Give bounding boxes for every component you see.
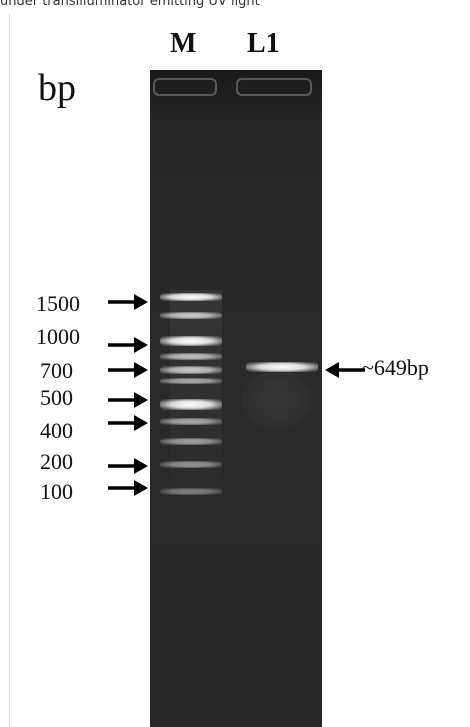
ladder-label-200: 200 [40,451,73,473]
ladder-label-700: 700 [40,360,73,382]
ladder-band [160,336,222,346]
ladder-label-1000: 1000 [36,326,80,348]
ladder-band [160,366,222,374]
ladder-band [160,461,222,468]
ladder-band [160,399,222,410]
arrow-icon [108,337,148,353]
ladder-arrows [106,290,148,510]
ladder-label-1500: 1500 [36,293,80,315]
ladder-band [160,438,222,445]
sample-band [246,362,318,372]
ladder-label-100: 100 [40,481,73,503]
lane-label-sample: L1 [247,28,280,60]
ladder-band [160,418,222,425]
figure-caption: under transilluminator emitting UV light [0,0,470,9]
ladder-band [160,353,222,360]
sample-arrow [325,360,365,380]
marker-well [153,78,217,96]
sample-well [236,78,312,96]
ladder-label-400: 400 [40,420,73,442]
sample-glow [242,370,312,430]
arrow-icon [108,458,148,474]
lane-label-marker: M [170,28,196,60]
ladder-band [160,312,222,319]
sample-band-label: ~649bp [362,357,429,379]
ladder-band [160,293,222,301]
arrow-icon [108,362,148,378]
arrow-icon [108,415,148,431]
arrow-icon [325,362,365,378]
divider [9,14,10,727]
unit-label: bp [38,66,76,110]
arrow-icon [108,480,148,496]
arrow-icon [108,392,148,408]
ladder-band [160,488,222,495]
gel-image [150,70,322,727]
ladder-label-500: 500 [40,387,73,409]
arrow-icon [108,294,148,310]
ladder-band [160,378,222,384]
